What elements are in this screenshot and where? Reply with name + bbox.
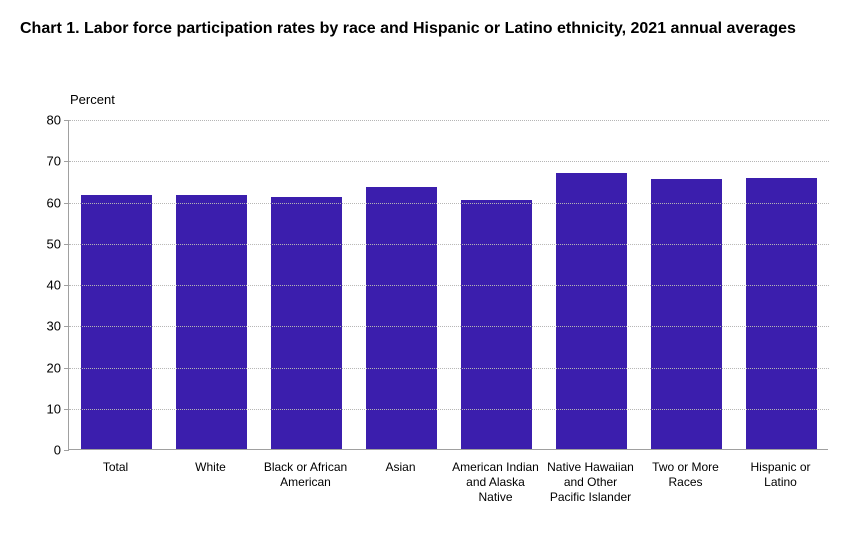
y-tick-label: 10 — [29, 401, 69, 416]
y-tick-label: 40 — [29, 278, 69, 293]
x-tick-label: American Indian and Alaska Native — [448, 460, 543, 505]
bar-slot — [449, 119, 544, 449]
y-tick-label: 50 — [29, 236, 69, 251]
gridline — [69, 161, 829, 162]
x-tick-label: Hispanic or Latino — [733, 460, 828, 505]
gridline — [69, 203, 829, 204]
gridline — [69, 326, 829, 327]
chart-area: 01020304050607080 TotalWhiteBlack or Afr… — [68, 120, 828, 450]
y-tick-label: 30 — [29, 319, 69, 334]
chart-container: Chart 1. Labor force participation rates… — [0, 0, 850, 547]
bar — [271, 197, 341, 449]
bar-slot — [544, 119, 639, 449]
bars-group — [69, 119, 829, 449]
x-tick-label: Total — [68, 460, 163, 505]
x-tick-label: Two or More Races — [638, 460, 733, 505]
bar-slot — [639, 119, 734, 449]
bar-slot — [164, 119, 259, 449]
x-tick-label: Native Hawaiian and Other Pacific Island… — [543, 460, 638, 505]
y-tick-label: 80 — [29, 113, 69, 128]
x-tick-label: White — [163, 460, 258, 505]
x-tick-label: Black or African American — [258, 460, 353, 505]
gridline — [69, 409, 829, 410]
x-tick-label: Asian — [353, 460, 448, 505]
y-tick-label: 70 — [29, 154, 69, 169]
y-tick-label: 20 — [29, 360, 69, 375]
bar — [556, 173, 626, 449]
bar — [81, 195, 151, 450]
bar — [176, 195, 246, 449]
x-axis-labels: TotalWhiteBlack or African AmericanAsian… — [68, 450, 828, 505]
gridline — [69, 285, 829, 286]
plot-region: 01020304050607080 — [68, 120, 828, 450]
bar-slot — [69, 119, 164, 449]
bar — [461, 200, 531, 449]
y-tick-label: 0 — [29, 443, 69, 458]
bar-slot — [354, 119, 449, 449]
gridline — [69, 368, 829, 369]
gridline — [69, 120, 829, 121]
y-axis-title: Percent — [70, 92, 115, 107]
chart-title: Chart 1. Labor force participation rates… — [20, 18, 820, 40]
y-tick-label: 60 — [29, 195, 69, 210]
bar-slot — [734, 119, 829, 449]
bar-slot — [259, 119, 354, 449]
gridline — [69, 244, 829, 245]
